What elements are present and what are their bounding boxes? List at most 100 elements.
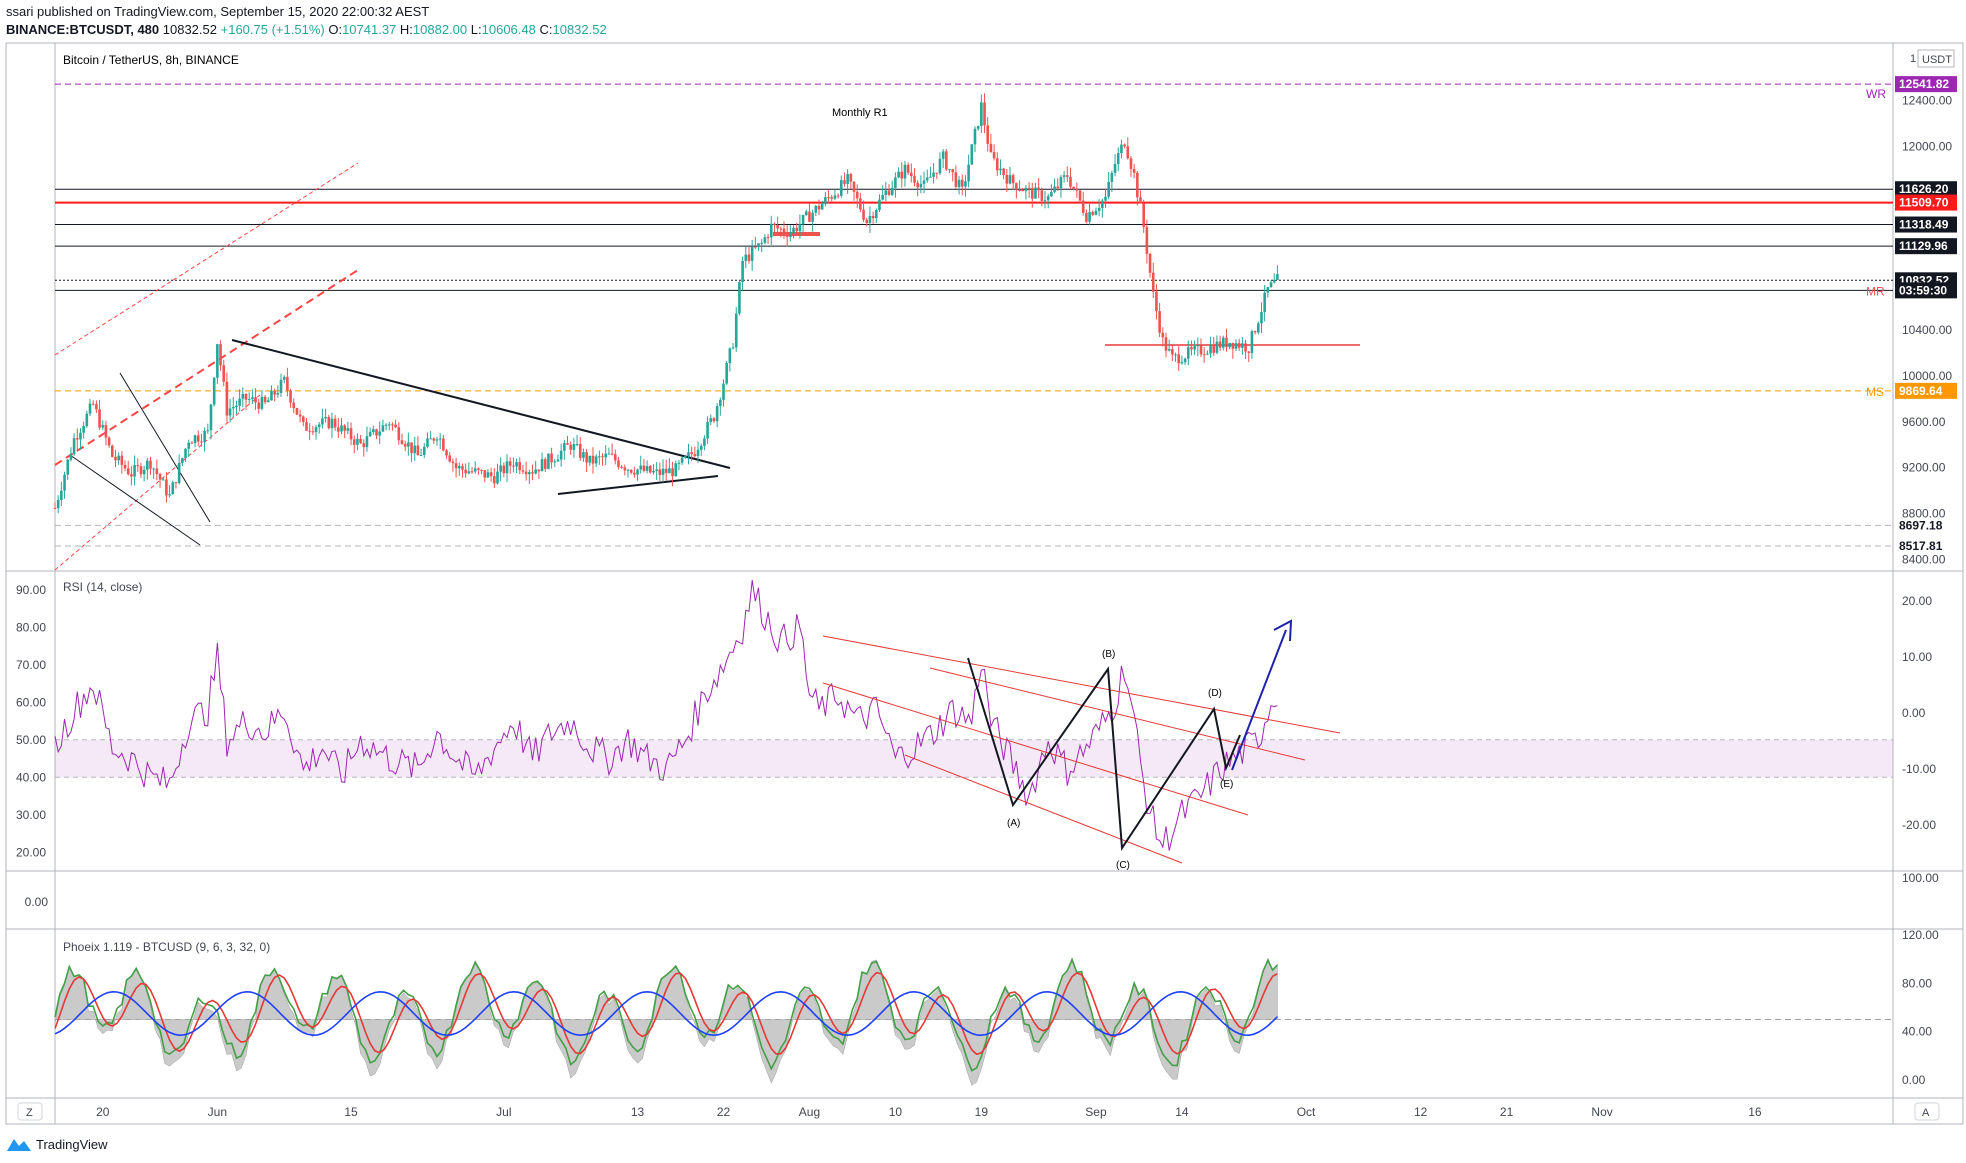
low-label: L:: [470, 22, 482, 37]
candle-body: [1062, 175, 1066, 178]
zoom-button[interactable]: [17, 1102, 43, 1121]
candle-body: [340, 425, 343, 432]
level-tag: MS: [1866, 385, 1884, 399]
candle-body: [88, 403, 92, 414]
candle-body: [559, 450, 563, 460]
rsi-tick: 40.00: [16, 770, 46, 784]
time-tick: 13: [631, 1105, 645, 1119]
candle-body: [661, 468, 665, 475]
candle-body: [346, 428, 350, 431]
candle-body: [690, 452, 693, 455]
candle-body: [496, 471, 499, 484]
auto-scale-button[interactable]: [1914, 1102, 1940, 1121]
candle-body: [957, 179, 961, 187]
candle-body: [196, 435, 200, 442]
candle-body: [948, 169, 951, 171]
rsi-right-tick: -20.00: [1902, 818, 1936, 832]
candle-body: [387, 424, 391, 426]
price-change: +160.75 (+1.51%): [220, 22, 325, 37]
candle-body: [1046, 196, 1050, 201]
wave-label-b: (B): [1102, 649, 1115, 660]
wave-label-e: (E): [1220, 779, 1233, 790]
candle-body: [442, 438, 445, 451]
candle-body: [1260, 311, 1263, 324]
candle-body: [954, 172, 958, 187]
candle-body: [1263, 292, 1266, 312]
candle-body: [244, 393, 248, 400]
phoeix-blue-line: [54, 990, 1278, 1037]
candle-body: [247, 399, 251, 401]
candle-body: [795, 227, 799, 232]
candle-body: [785, 233, 789, 237]
candle-body: [1015, 183, 1018, 190]
phoeix-tick: 80.00: [1902, 976, 1932, 990]
candle-body: [980, 102, 983, 126]
candle-body: [448, 455, 452, 462]
chart-frame: [5, 42, 1964, 1125]
symbol-label: BINANCE:BTCUSDT, 480: [6, 22, 160, 37]
candle-body: [652, 470, 655, 473]
candle-body: [594, 456, 598, 464]
candle-body: [1209, 345, 1212, 354]
candle-body: [1180, 362, 1184, 364]
candle-body: [365, 436, 369, 448]
candle-body: [760, 242, 763, 244]
candle-body: [292, 402, 296, 408]
candle-body: [397, 427, 401, 441]
candle-body: [1218, 341, 1222, 348]
level-tag: WR: [1866, 87, 1886, 101]
candle-body: [738, 282, 741, 314]
zoom-button-label[interactable]: Z: [26, 1107, 33, 1119]
candle-body: [317, 424, 321, 428]
time-tick: 12: [1414, 1105, 1428, 1119]
candle-body: [1075, 188, 1079, 191]
candle-body: [951, 169, 954, 173]
candle-body: [1202, 354, 1206, 356]
candle-body: [1257, 323, 1260, 333]
time-tick: Aug: [799, 1105, 820, 1119]
candle-body: [493, 476, 496, 484]
wave-label-d: (D): [1208, 688, 1222, 699]
candle-body: [1215, 341, 1219, 353]
candle-body: [833, 195, 837, 199]
tradingview-footer[interactable]: TradingView: [6, 1136, 108, 1152]
candle-body: [887, 190, 891, 195]
candle-body: [859, 198, 862, 210]
time-tick: 21: [1500, 1105, 1514, 1119]
candle-body: [919, 183, 923, 188]
wedge-line-upper: [119, 372, 211, 523]
projection-arrow-head: [1273, 619, 1293, 642]
rsi-right-tick: 20.00: [1902, 594, 1932, 608]
candle-body: [1040, 190, 1044, 201]
candle-body: [343, 425, 346, 431]
auto-scale-button-label[interactable]: A: [1922, 1107, 1930, 1119]
candle-body: [1126, 146, 1130, 159]
time-axis-ticks: 20 Jun 15 Jul 13 22 Aug 10 19 Sep 14 Oct 12 21 Nov 16: [96, 1105, 1762, 1119]
candle-body: [925, 177, 929, 181]
candle-body: [1113, 163, 1117, 173]
candle-body: [1206, 353, 1209, 355]
candle-body: [782, 228, 786, 234]
candle-body: [528, 472, 531, 475]
price-tick: 9200.00: [1902, 461, 1946, 475]
candle-body: [1183, 358, 1187, 363]
candle-body: [139, 466, 143, 475]
candle-body: [547, 453, 550, 469]
time-tick: 16: [1748, 1105, 1762, 1119]
level-badge: [1895, 181, 1957, 198]
level-label: 03:59:30: [1899, 283, 1947, 297]
candle-body: [1266, 287, 1270, 293]
candle-body: [878, 199, 881, 211]
candle-body: [668, 468, 671, 474]
currency-badge[interactable]: [1917, 49, 1955, 68]
candle-body: [1005, 174, 1009, 184]
candle-body: [598, 456, 601, 458]
rsi-tick: 60.00: [16, 695, 46, 709]
candle-body: [750, 246, 754, 261]
candle-body: [1186, 347, 1190, 359]
candle-body: [212, 377, 216, 405]
currency-label[interactable]: USDT: [1922, 54, 1952, 66]
price-axis-ticks: 12400.00 12000.00 10400.00 10000.00 9600.00 9…: [1902, 93, 1952, 566]
time-tick: Jul: [496, 1105, 511, 1119]
